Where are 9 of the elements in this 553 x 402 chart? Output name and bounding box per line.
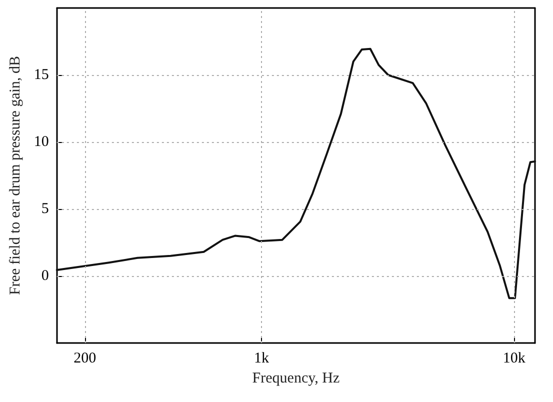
y-tick-label: 15 (34, 67, 49, 83)
y-tick-label: 5 (41, 201, 49, 217)
x-tick-label: 1k (254, 350, 270, 366)
x-tick-label: 200 (74, 350, 96, 366)
x-axis-title: Frequency, Hz (252, 370, 340, 386)
y-axis-title: Free field to ear drum pressure gain, dB (8, 56, 24, 296)
y-tick-label: 10 (34, 134, 49, 150)
y-tick-label: 0 (41, 268, 49, 284)
x-tick-label: 10k (502, 350, 526, 366)
